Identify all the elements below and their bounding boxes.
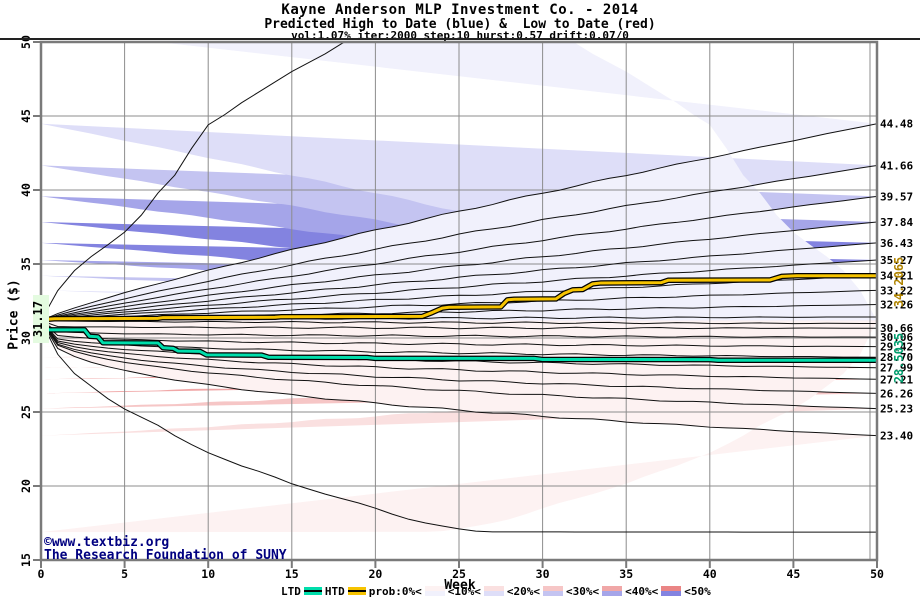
x-tick-label: 25	[452, 567, 466, 581]
copyright-link[interactable]: ©www.textbiz.org	[44, 535, 170, 550]
htd-legend-swatch	[347, 587, 366, 595]
curve-end-label: 23.40	[880, 430, 913, 443]
curve-end-label: 33.22	[880, 284, 913, 297]
legend-prob-swatch	[542, 586, 563, 596]
curve-end-label: 29.42	[880, 341, 913, 354]
legend-label: <20%<	[506, 584, 540, 598]
page-title: Kayne Anderson MLP Investment Co. - 2014	[281, 2, 639, 18]
curve-end-label: 26.26	[880, 387, 913, 400]
legend-prob-swatch	[424, 586, 445, 596]
simulation-params: vol:1.07% iter:2000 step:10 hurst:0.57 d…	[291, 29, 629, 42]
curve-end-label: 41.66	[880, 159, 913, 172]
legend-label: LTD	[281, 584, 301, 598]
page-subtitle: Predicted High to Date (blue) & Low to D…	[264, 17, 656, 32]
curve-end-label: 27.21	[880, 373, 913, 386]
ltd-legend-swatch	[303, 587, 322, 595]
curve-end-label: 37.84	[880, 216, 913, 229]
curve-end-label: 30.66	[880, 322, 913, 335]
x-axis-title: Week	[444, 578, 476, 593]
ltd-line	[38, 319, 877, 363]
x-tick-label: 20	[368, 567, 382, 581]
y-axis-title: Price ($)	[6, 279, 22, 350]
x-tick-label: 30	[536, 567, 550, 581]
legend-label: prob:0%<	[368, 584, 422, 598]
y-tick-label: 25	[19, 405, 33, 419]
curve-end-label: 35.27	[880, 254, 913, 267]
legend: LTD HTD prob:0%< <10%< <20%< <30%< <40%< <50%	[281, 584, 711, 598]
x-tick-label: 50	[870, 567, 884, 581]
right-value-labels: 44.48 41.66 39.57 37.84 36.43 35.27 34.2133.22…	[880, 118, 913, 443]
legend-prob-swatch	[483, 586, 504, 596]
y-tick-label: 30	[19, 331, 33, 345]
legend-prob-swatch	[602, 586, 623, 596]
legend-label: HTD	[324, 584, 345, 598]
x-tick-label: 10	[201, 567, 215, 581]
x-tick-label: 15	[285, 567, 299, 581]
htd-line	[40, 272, 877, 324]
y-tick-label: 15	[19, 553, 33, 567]
curve-end-label: 25.23	[880, 403, 913, 416]
ltd-end-label: 28.5035	[892, 333, 906, 384]
y-tick-label: 40	[19, 183, 33, 197]
start-price-label: 31.17	[31, 301, 45, 337]
curve-end-label: 28.70	[880, 351, 913, 364]
x-tick-label: 45	[786, 567, 800, 581]
x-tick-label: 5	[121, 567, 128, 581]
y-tick-label: 20	[19, 479, 33, 493]
header-divider	[0, 38, 920, 40]
x-tick-label: 40	[703, 567, 717, 581]
x-tick-label: 35	[619, 567, 633, 581]
foundation-credit: The Research Foundation of SUNY	[44, 548, 287, 563]
curve-end-label: 39.57	[880, 190, 913, 203]
curve-end-label: 30.06	[880, 331, 913, 344]
y-tick-label: 35	[19, 257, 33, 271]
htd-end-label: 34.2065	[892, 257, 906, 308]
y-tick-label: 45	[19, 109, 33, 123]
legend-label: <50%	[684, 584, 711, 598]
legend-prob-swatch	[661, 586, 682, 596]
curve-end-label: 36.43	[880, 237, 913, 250]
legend-label: <40%<	[625, 584, 659, 598]
legend-label: <10%<	[447, 584, 481, 598]
curve-end-label: 27.99	[880, 362, 913, 375]
curve-end-label: 32.26	[880, 299, 913, 312]
curve-end-label: 44.48	[880, 118, 913, 131]
legend-label: <30%<	[565, 584, 600, 598]
x-tick-label: 0	[38, 567, 45, 581]
curve-end-label: 34.21	[880, 270, 913, 283]
start-price-chip	[33, 295, 49, 343]
